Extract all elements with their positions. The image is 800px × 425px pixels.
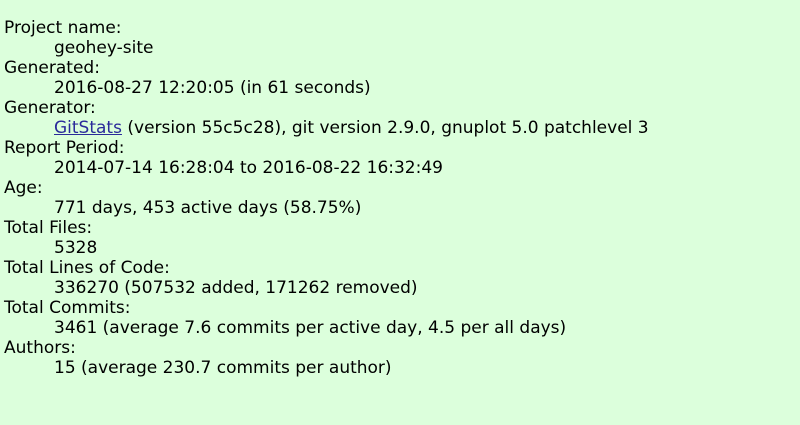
authors-label: Authors: [4,338,76,358]
total-files-label: Total Files: [4,218,93,238]
stats-list: Project name: geohey-site Generated: 201… [4,18,794,378]
generated-value: 2016-08-27 12:20:05 (in 61 seconds) [54,78,371,98]
report-period-label: Report Period: [4,138,125,158]
total-loc-label: Total Lines of Code: [4,258,170,278]
generator-value: GitStats (version 55c5c28), git version … [54,118,794,138]
gitstats-link[interactable]: GitStats [54,118,122,138]
total-commits-value: 3461 (average 7.6 commits per active day… [54,318,567,338]
age-label: Age: [4,178,43,198]
total-commits-label: Total Commits: [4,298,131,318]
project-name-value: geohey-site [54,38,154,58]
generator-details: (version 55c5c28), git version 2.9.0, gn… [121,118,649,138]
age-value: 771 days, 453 active days (58.75%) [54,198,362,218]
total-files-value: 5328 [54,238,98,258]
report-period-value: 2014-07-14 16:28:04 to 2016-08-22 16:32:… [54,158,443,178]
total-loc-value: 336270 (507532 added, 171262 removed) [54,278,418,298]
project-name-label: Project name: [4,18,122,38]
generator-label: Generator: [4,98,96,118]
authors-value: 15 (average 230.7 commits per author) [54,358,392,378]
general-stats: Project name: geohey-site Generated: 201… [4,18,794,378]
generated-label: Generated: [4,58,100,78]
